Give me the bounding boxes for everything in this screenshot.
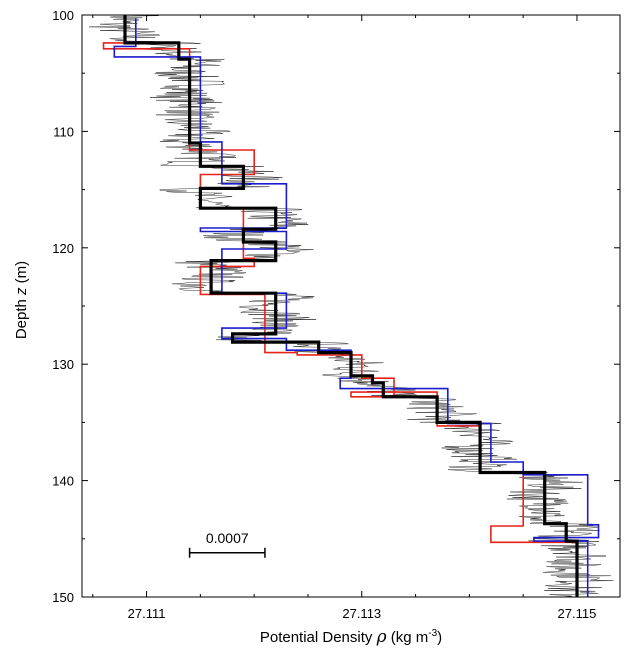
scale-bar: 0.0007 xyxy=(188,530,266,558)
step-profile-red xyxy=(102,18,578,597)
y-tick-label: 110 xyxy=(53,124,74,139)
x-axis-label-units-sup: -3 xyxy=(428,628,437,639)
y-axis-label-symbol: z xyxy=(13,287,30,296)
axis-ticks: 100 110 120 130 140 150 27.111 27.113 27.115 xyxy=(52,8,620,621)
y-axis-label-prefix: Depth xyxy=(13,295,30,339)
x-axis-label-prefix: Potential Density xyxy=(260,629,377,646)
y-tick-label: 120 xyxy=(52,241,74,256)
y-tick-label: 140 xyxy=(52,474,74,489)
y-axis-label: Depth z (m) xyxy=(13,261,30,339)
raw-density-trace xyxy=(88,14,614,598)
x-tick-label: 27.115 xyxy=(558,606,597,621)
series-layer xyxy=(102,15,600,597)
y-axis-label-units: (m) xyxy=(13,261,30,288)
x-axis-label-symbol: ρ xyxy=(376,627,387,647)
step-profile-blue xyxy=(113,18,600,597)
x-axis-label-units-close: ) xyxy=(437,629,442,646)
raw-trace-line xyxy=(88,14,614,598)
x-tick-label: 27.111 xyxy=(128,606,166,621)
scale-bar-label: 0.0007 xyxy=(206,530,249,546)
y-tick-label: 130 xyxy=(52,357,74,372)
x-axis-label: Potential Density ρ (kg m-3) xyxy=(260,627,442,647)
step-profile-black xyxy=(123,15,579,597)
y-tick-label: 150 xyxy=(52,590,74,605)
y-tick-label: 100 xyxy=(52,8,74,23)
plot-frame xyxy=(81,14,621,598)
x-axis-label-units: (kg m xyxy=(387,629,429,646)
x-tick-label: 27.113 xyxy=(342,606,381,621)
